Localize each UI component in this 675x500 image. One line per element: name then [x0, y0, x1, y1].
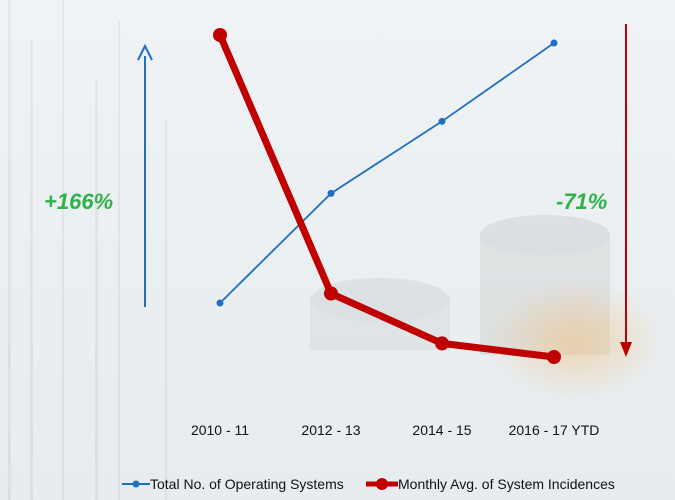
- x-tick-label: 2016 - 17 YTD: [508, 422, 600, 438]
- data-point-0-0: [216, 299, 224, 307]
- legend-item-system-incidences: Monthly Avg. of System Incidences: [366, 476, 615, 492]
- legend-swatch-blue: [122, 480, 150, 488]
- x-tick-label: 2014 - 15: [412, 422, 472, 438]
- x-tick-label: 2010 - 11: [190, 422, 250, 438]
- decline-annotation: -71%: [556, 189, 608, 214]
- x-tick-label: 2012 - 13: [301, 422, 361, 438]
- growth-annotation: +166%: [44, 189, 114, 214]
- data-point-1-0: [213, 28, 227, 42]
- data-point-1-2: [435, 336, 449, 351]
- legend-label: Total No. of Operating Systems: [150, 476, 344, 492]
- data-point-0-2: [438, 117, 446, 125]
- legend-item-operating-systems: Total No. of Operating Systems: [122, 476, 344, 492]
- up-arrow-head: [137, 43, 153, 61]
- down-arrow-head: [620, 342, 632, 357]
- data-point-1-1: [324, 286, 338, 301]
- series-line-1: [216, 31, 558, 361]
- data-point-0-3: [550, 39, 558, 47]
- chart-legend: Total No. of Operating Systems Monthly A…: [0, 476, 675, 496]
- data-point-0-1: [327, 189, 335, 197]
- legend-swatch-red: [366, 478, 398, 490]
- legend-label: Monthly Avg. of System Incidences: [398, 476, 615, 492]
- data-point-1-3: [547, 350, 561, 364]
- series-line-0: [219, 42, 555, 304]
